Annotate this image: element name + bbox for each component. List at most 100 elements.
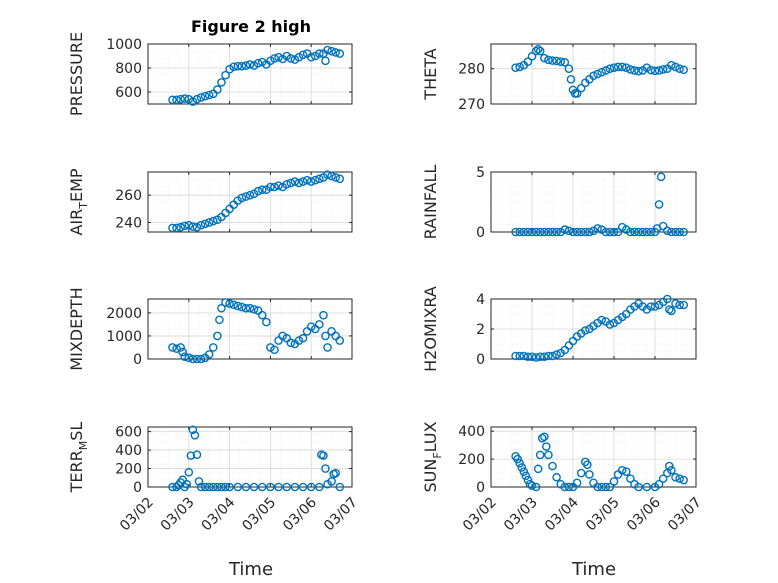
data-point [531,46,541,56]
data-point [208,216,218,226]
data-point [572,89,582,98]
data-point [531,482,541,492]
data-point [200,482,210,492]
x-axis-label-right: Time [571,559,616,580]
y-axis-label: THETA [421,48,440,100]
data-point [560,482,570,492]
data-point [671,62,680,72]
data-point [589,478,598,488]
data-point [560,225,570,234]
data-point [564,64,574,74]
data-point [294,178,304,188]
subplot-3: 260 240 AIRTEMP [67,168,353,236]
y-tick-label: 400 [115,443,142,459]
data-point [241,192,251,201]
data-point [172,223,181,233]
y-tick-label: 800 [115,61,142,77]
data-point [208,343,218,352]
data-point [310,175,320,185]
data-point [213,85,222,94]
data-point [572,227,582,237]
subplot-1: 1000 800 600 PRESSURE [67,32,353,116]
data-point [184,353,194,363]
data-point [298,177,308,186]
data-point [626,227,635,237]
data-point [204,90,214,100]
y-tick-label: 0 [133,480,142,496]
data-point [237,61,247,71]
data-point [204,350,214,359]
x-tick-label: 03/06 [280,494,320,534]
y-axis-label: AIRTEMP [67,168,90,235]
data-point [274,181,283,190]
data-point [286,54,296,63]
data-point [188,425,198,435]
y-tick-label: 5 [476,165,485,181]
data-point [630,66,639,75]
data-point [654,479,664,489]
data-point [535,352,545,362]
data-point [654,200,664,209]
data-point [679,300,689,310]
x-tick-label: 03/05 [583,495,623,535]
data-point [605,227,615,237]
y-axis-label: MIXDEPTH [67,287,86,370]
data-point [335,336,345,345]
data-point [335,482,345,492]
data-point [196,93,206,102]
y-tick-label: 600 [115,425,142,441]
data-point [527,481,537,490]
data-point [617,465,627,475]
data-point [327,171,336,181]
data-point [581,326,590,335]
y-tick-label: 260 [115,188,142,204]
data-point [626,65,635,74]
data-point [560,58,570,67]
data-point [667,227,676,237]
data-point [548,227,557,237]
data-point [540,352,549,362]
data-point [208,482,218,492]
data-point [552,56,561,66]
data-point [511,351,520,361]
data-point [527,227,537,237]
data-point [564,341,574,350]
data-point [290,177,300,186]
data-point [229,200,238,210]
data-point [597,315,607,325]
data-point [513,454,522,464]
data-point [194,477,204,486]
data-point [204,218,214,227]
data-point [609,477,619,486]
data-point [319,451,328,460]
data-point [576,227,586,237]
data-point [511,63,520,72]
data-point [663,294,672,304]
data-point [654,66,664,75]
data-point [566,74,576,84]
data-point [257,310,267,320]
data-point [589,71,598,81]
data-point [323,170,332,180]
data-point [544,227,553,237]
data-point [552,472,561,482]
data-point [585,227,594,237]
x-tick-label: 03/07 [665,495,705,535]
data-point [298,333,308,343]
data-point [176,94,185,104]
data-point [196,354,206,364]
data-point [180,352,190,361]
data-point [605,320,615,329]
y-tick-label: 240 [115,215,142,231]
axes-box [147,171,353,233]
data-point [204,482,214,492]
data-point [241,61,251,70]
data-point [564,482,574,492]
data-point [634,482,643,492]
subplot-8: 03/02 03/03 03/04 03/05 03/06 03/07 400 200 0 SUN… [421,421,705,534]
y-tick-label: 200 [115,462,142,478]
data-point [217,78,226,87]
data-point [519,351,529,361]
data-point [642,482,652,492]
